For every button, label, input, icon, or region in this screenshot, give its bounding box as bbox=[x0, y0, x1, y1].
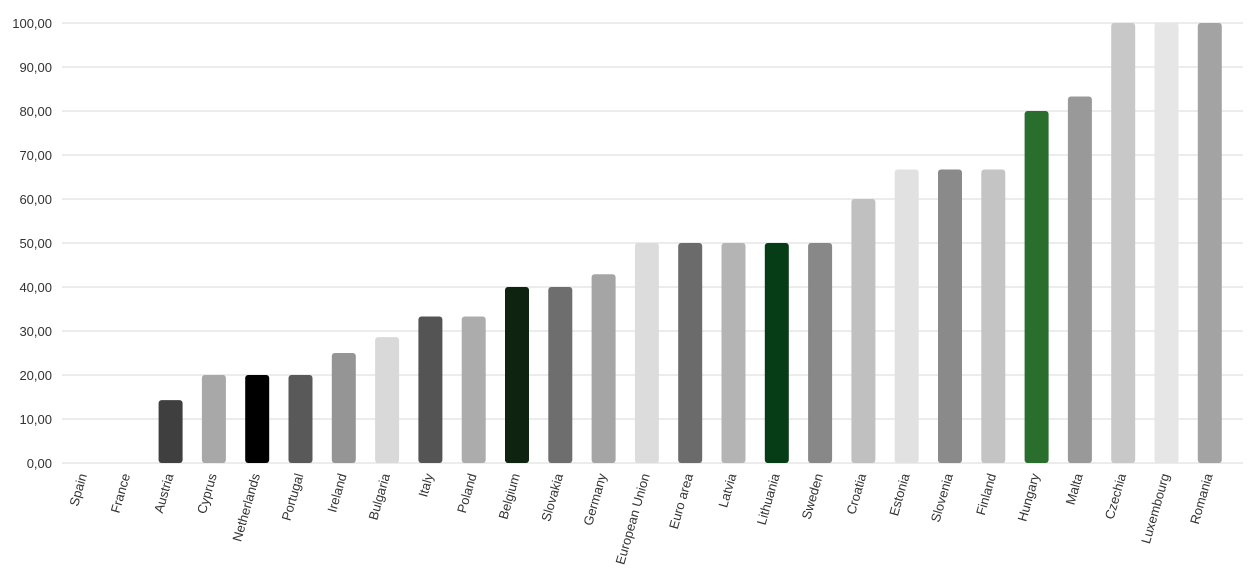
y-tick-label: 40,00 bbox=[19, 280, 52, 295]
bar bbox=[1197, 23, 1222, 463]
bar bbox=[591, 274, 616, 463]
x-category-label: European Union bbox=[612, 472, 652, 566]
x-category-label: Hungary bbox=[1015, 471, 1043, 523]
x-category-label: Malta bbox=[1063, 471, 1086, 506]
y-tick-label: 0,00 bbox=[27, 456, 52, 471]
bar bbox=[418, 316, 443, 463]
x-category-label: Germany bbox=[580, 471, 609, 527]
x-category-label: Poland bbox=[454, 472, 480, 515]
bar bbox=[461, 316, 486, 463]
x-category-label: Slovakia bbox=[538, 471, 566, 523]
x-category-label: Finland bbox=[973, 472, 999, 517]
bar bbox=[764, 243, 789, 463]
y-tick-label: 30,00 bbox=[19, 324, 52, 339]
bar bbox=[505, 287, 529, 463]
bar bbox=[1067, 96, 1092, 463]
y-tick-label: 60,00 bbox=[19, 192, 52, 207]
x-category-label: Italy bbox=[415, 471, 436, 499]
x-category-label: Luxembourg bbox=[1138, 472, 1172, 546]
x-category-label: Latvia bbox=[715, 471, 739, 509]
x-category-label: Slovenia bbox=[928, 471, 956, 524]
x-category-label: Romania bbox=[1187, 471, 1216, 526]
y-tick-label: 80,00 bbox=[19, 104, 52, 119]
bar bbox=[1111, 23, 1136, 463]
x-category-label: Sweden bbox=[799, 472, 826, 521]
x-category-label: Lithuania bbox=[754, 471, 783, 527]
bar bbox=[678, 243, 703, 463]
bar bbox=[288, 375, 313, 463]
bars bbox=[158, 23, 1222, 463]
x-category-label: Bulgaria bbox=[365, 471, 393, 522]
x-category-label: Portugal bbox=[279, 472, 307, 523]
bar bbox=[981, 169, 1006, 463]
x-category-label: Netherlands bbox=[229, 471, 263, 543]
y-tick-label: 70,00 bbox=[19, 148, 52, 163]
x-category-label: Estonia bbox=[886, 471, 913, 518]
x-category-label: Czechia bbox=[1102, 471, 1130, 521]
y-tick-label: 50,00 bbox=[19, 236, 52, 251]
bar bbox=[1024, 111, 1049, 463]
x-category-label: Euro area bbox=[666, 471, 696, 531]
bar bbox=[721, 243, 746, 463]
bar bbox=[158, 400, 183, 463]
x-category-label: Austria bbox=[151, 471, 177, 515]
x-category-label: Belgium bbox=[496, 472, 523, 521]
x-category-label: Cyprus bbox=[194, 471, 220, 515]
bar bbox=[245, 375, 270, 463]
bar bbox=[201, 375, 226, 463]
bar bbox=[894, 169, 919, 463]
x-category-label: Croatia bbox=[843, 471, 869, 516]
bar bbox=[548, 287, 573, 463]
bar bbox=[375, 337, 400, 463]
bar bbox=[851, 199, 876, 463]
x-axis-category-labels: Spain France Austria Cyprus Netherlands Portu… bbox=[66, 471, 1216, 566]
bar bbox=[938, 169, 962, 463]
y-tick-label: 20,00 bbox=[19, 368, 52, 383]
y-tick-label: 10,00 bbox=[19, 412, 52, 427]
bar bbox=[331, 353, 356, 463]
y-tick-label: 100,00 bbox=[12, 16, 52, 31]
bar bbox=[634, 243, 659, 463]
x-category-label: Ireland bbox=[324, 472, 349, 514]
bar bbox=[1154, 23, 1179, 463]
bar bbox=[808, 243, 833, 463]
x-category-label: France bbox=[108, 472, 134, 515]
y-axis-tick-labels: 0,00 10,00 20,00 30,00 40,00 50,00 60,00 70,00 8… bbox=[12, 16, 52, 471]
y-tick-label: 90,00 bbox=[19, 60, 52, 75]
x-category-label: Spain bbox=[66, 472, 90, 508]
